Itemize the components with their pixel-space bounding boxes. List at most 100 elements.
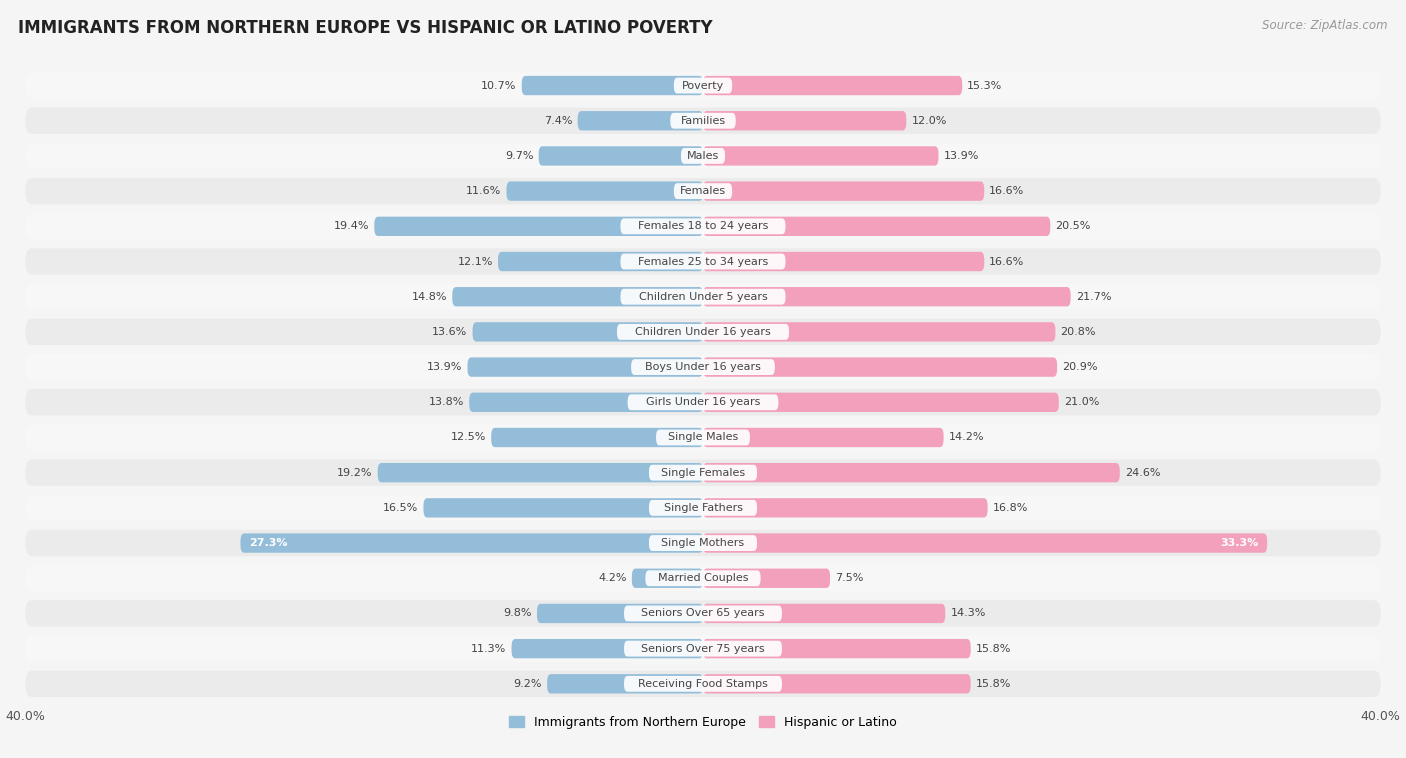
- Text: 13.9%: 13.9%: [427, 362, 463, 372]
- FancyBboxPatch shape: [703, 393, 1059, 412]
- FancyBboxPatch shape: [25, 635, 1381, 662]
- Text: 21.7%: 21.7%: [1076, 292, 1111, 302]
- Text: 7.4%: 7.4%: [544, 116, 572, 126]
- Text: 27.3%: 27.3%: [249, 538, 287, 548]
- FancyBboxPatch shape: [25, 178, 1381, 205]
- Text: 20.5%: 20.5%: [1056, 221, 1091, 231]
- FancyBboxPatch shape: [25, 354, 1381, 381]
- FancyBboxPatch shape: [631, 359, 775, 375]
- FancyBboxPatch shape: [240, 534, 703, 553]
- FancyBboxPatch shape: [620, 289, 786, 305]
- FancyBboxPatch shape: [620, 218, 786, 234]
- Text: 33.3%: 33.3%: [1220, 538, 1258, 548]
- Text: Seniors Over 65 years: Seniors Over 65 years: [641, 609, 765, 619]
- Text: 13.6%: 13.6%: [432, 327, 468, 337]
- FancyBboxPatch shape: [703, 463, 1119, 482]
- FancyBboxPatch shape: [645, 570, 761, 586]
- FancyBboxPatch shape: [703, 534, 1267, 553]
- Text: Boys Under 16 years: Boys Under 16 years: [645, 362, 761, 372]
- Text: 19.4%: 19.4%: [333, 221, 370, 231]
- FancyBboxPatch shape: [657, 430, 749, 446]
- FancyBboxPatch shape: [703, 604, 945, 623]
- Text: 15.8%: 15.8%: [976, 679, 1011, 689]
- FancyBboxPatch shape: [624, 676, 782, 692]
- FancyBboxPatch shape: [25, 495, 1381, 521]
- FancyBboxPatch shape: [537, 604, 703, 623]
- Text: 12.1%: 12.1%: [457, 256, 494, 267]
- Text: Families: Families: [681, 116, 725, 126]
- FancyBboxPatch shape: [522, 76, 703, 96]
- Text: Single Fathers: Single Fathers: [664, 503, 742, 513]
- FancyBboxPatch shape: [25, 389, 1381, 415]
- FancyBboxPatch shape: [25, 565, 1381, 591]
- FancyBboxPatch shape: [25, 213, 1381, 240]
- FancyBboxPatch shape: [703, 428, 943, 447]
- Text: 20.8%: 20.8%: [1060, 327, 1097, 337]
- Text: Single Mothers: Single Mothers: [661, 538, 745, 548]
- FancyBboxPatch shape: [624, 641, 782, 656]
- FancyBboxPatch shape: [25, 283, 1381, 310]
- Text: 7.5%: 7.5%: [835, 573, 863, 583]
- Text: 14.3%: 14.3%: [950, 609, 986, 619]
- FancyBboxPatch shape: [703, 217, 1050, 236]
- FancyBboxPatch shape: [703, 146, 938, 165]
- Text: Girls Under 16 years: Girls Under 16 years: [645, 397, 761, 407]
- Text: 12.0%: 12.0%: [911, 116, 946, 126]
- Text: IMMIGRANTS FROM NORTHERN EUROPE VS HISPANIC OR LATINO POVERTY: IMMIGRANTS FROM NORTHERN EUROPE VS HISPA…: [18, 19, 713, 37]
- FancyBboxPatch shape: [703, 76, 962, 96]
- FancyBboxPatch shape: [472, 322, 703, 342]
- Text: 13.8%: 13.8%: [429, 397, 464, 407]
- Text: 16.5%: 16.5%: [382, 503, 419, 513]
- FancyBboxPatch shape: [650, 500, 756, 515]
- Text: Married Couples: Married Couples: [658, 573, 748, 583]
- Text: 4.2%: 4.2%: [599, 573, 627, 583]
- FancyBboxPatch shape: [25, 249, 1381, 274]
- Text: 15.8%: 15.8%: [976, 644, 1011, 653]
- Text: 9.7%: 9.7%: [505, 151, 534, 161]
- FancyBboxPatch shape: [423, 498, 703, 518]
- FancyBboxPatch shape: [25, 530, 1381, 556]
- Text: 12.5%: 12.5%: [451, 433, 486, 443]
- Text: 13.9%: 13.9%: [943, 151, 979, 161]
- Text: 14.8%: 14.8%: [412, 292, 447, 302]
- Text: 24.6%: 24.6%: [1125, 468, 1160, 478]
- Text: Females 25 to 34 years: Females 25 to 34 years: [638, 256, 768, 267]
- FancyBboxPatch shape: [25, 143, 1381, 169]
- Text: Females: Females: [681, 186, 725, 196]
- Text: Single Males: Single Males: [668, 433, 738, 443]
- FancyBboxPatch shape: [25, 459, 1381, 486]
- Text: Males: Males: [688, 151, 718, 161]
- Text: 21.0%: 21.0%: [1064, 397, 1099, 407]
- FancyBboxPatch shape: [703, 111, 907, 130]
- FancyBboxPatch shape: [547, 674, 703, 694]
- FancyBboxPatch shape: [703, 639, 970, 658]
- Text: 9.2%: 9.2%: [513, 679, 543, 689]
- FancyBboxPatch shape: [25, 72, 1381, 99]
- FancyBboxPatch shape: [703, 322, 1056, 342]
- FancyBboxPatch shape: [25, 424, 1381, 451]
- Text: Poverty: Poverty: [682, 80, 724, 90]
- Text: Females 18 to 24 years: Females 18 to 24 years: [638, 221, 768, 231]
- FancyBboxPatch shape: [468, 358, 703, 377]
- FancyBboxPatch shape: [703, 287, 1070, 306]
- Text: 9.8%: 9.8%: [503, 609, 531, 619]
- FancyBboxPatch shape: [374, 217, 703, 236]
- Text: Seniors Over 75 years: Seniors Over 75 years: [641, 644, 765, 653]
- FancyBboxPatch shape: [681, 148, 725, 164]
- Text: Children Under 5 years: Children Under 5 years: [638, 292, 768, 302]
- Text: Receiving Food Stamps: Receiving Food Stamps: [638, 679, 768, 689]
- FancyBboxPatch shape: [650, 465, 756, 481]
- FancyBboxPatch shape: [671, 113, 735, 129]
- Text: 14.2%: 14.2%: [949, 433, 984, 443]
- Text: 16.8%: 16.8%: [993, 503, 1028, 513]
- FancyBboxPatch shape: [673, 77, 733, 93]
- FancyBboxPatch shape: [650, 535, 756, 551]
- FancyBboxPatch shape: [25, 318, 1381, 345]
- FancyBboxPatch shape: [624, 606, 782, 622]
- FancyBboxPatch shape: [491, 428, 703, 447]
- FancyBboxPatch shape: [506, 181, 703, 201]
- FancyBboxPatch shape: [578, 111, 703, 130]
- FancyBboxPatch shape: [703, 498, 987, 518]
- FancyBboxPatch shape: [620, 254, 786, 269]
- FancyBboxPatch shape: [703, 674, 970, 694]
